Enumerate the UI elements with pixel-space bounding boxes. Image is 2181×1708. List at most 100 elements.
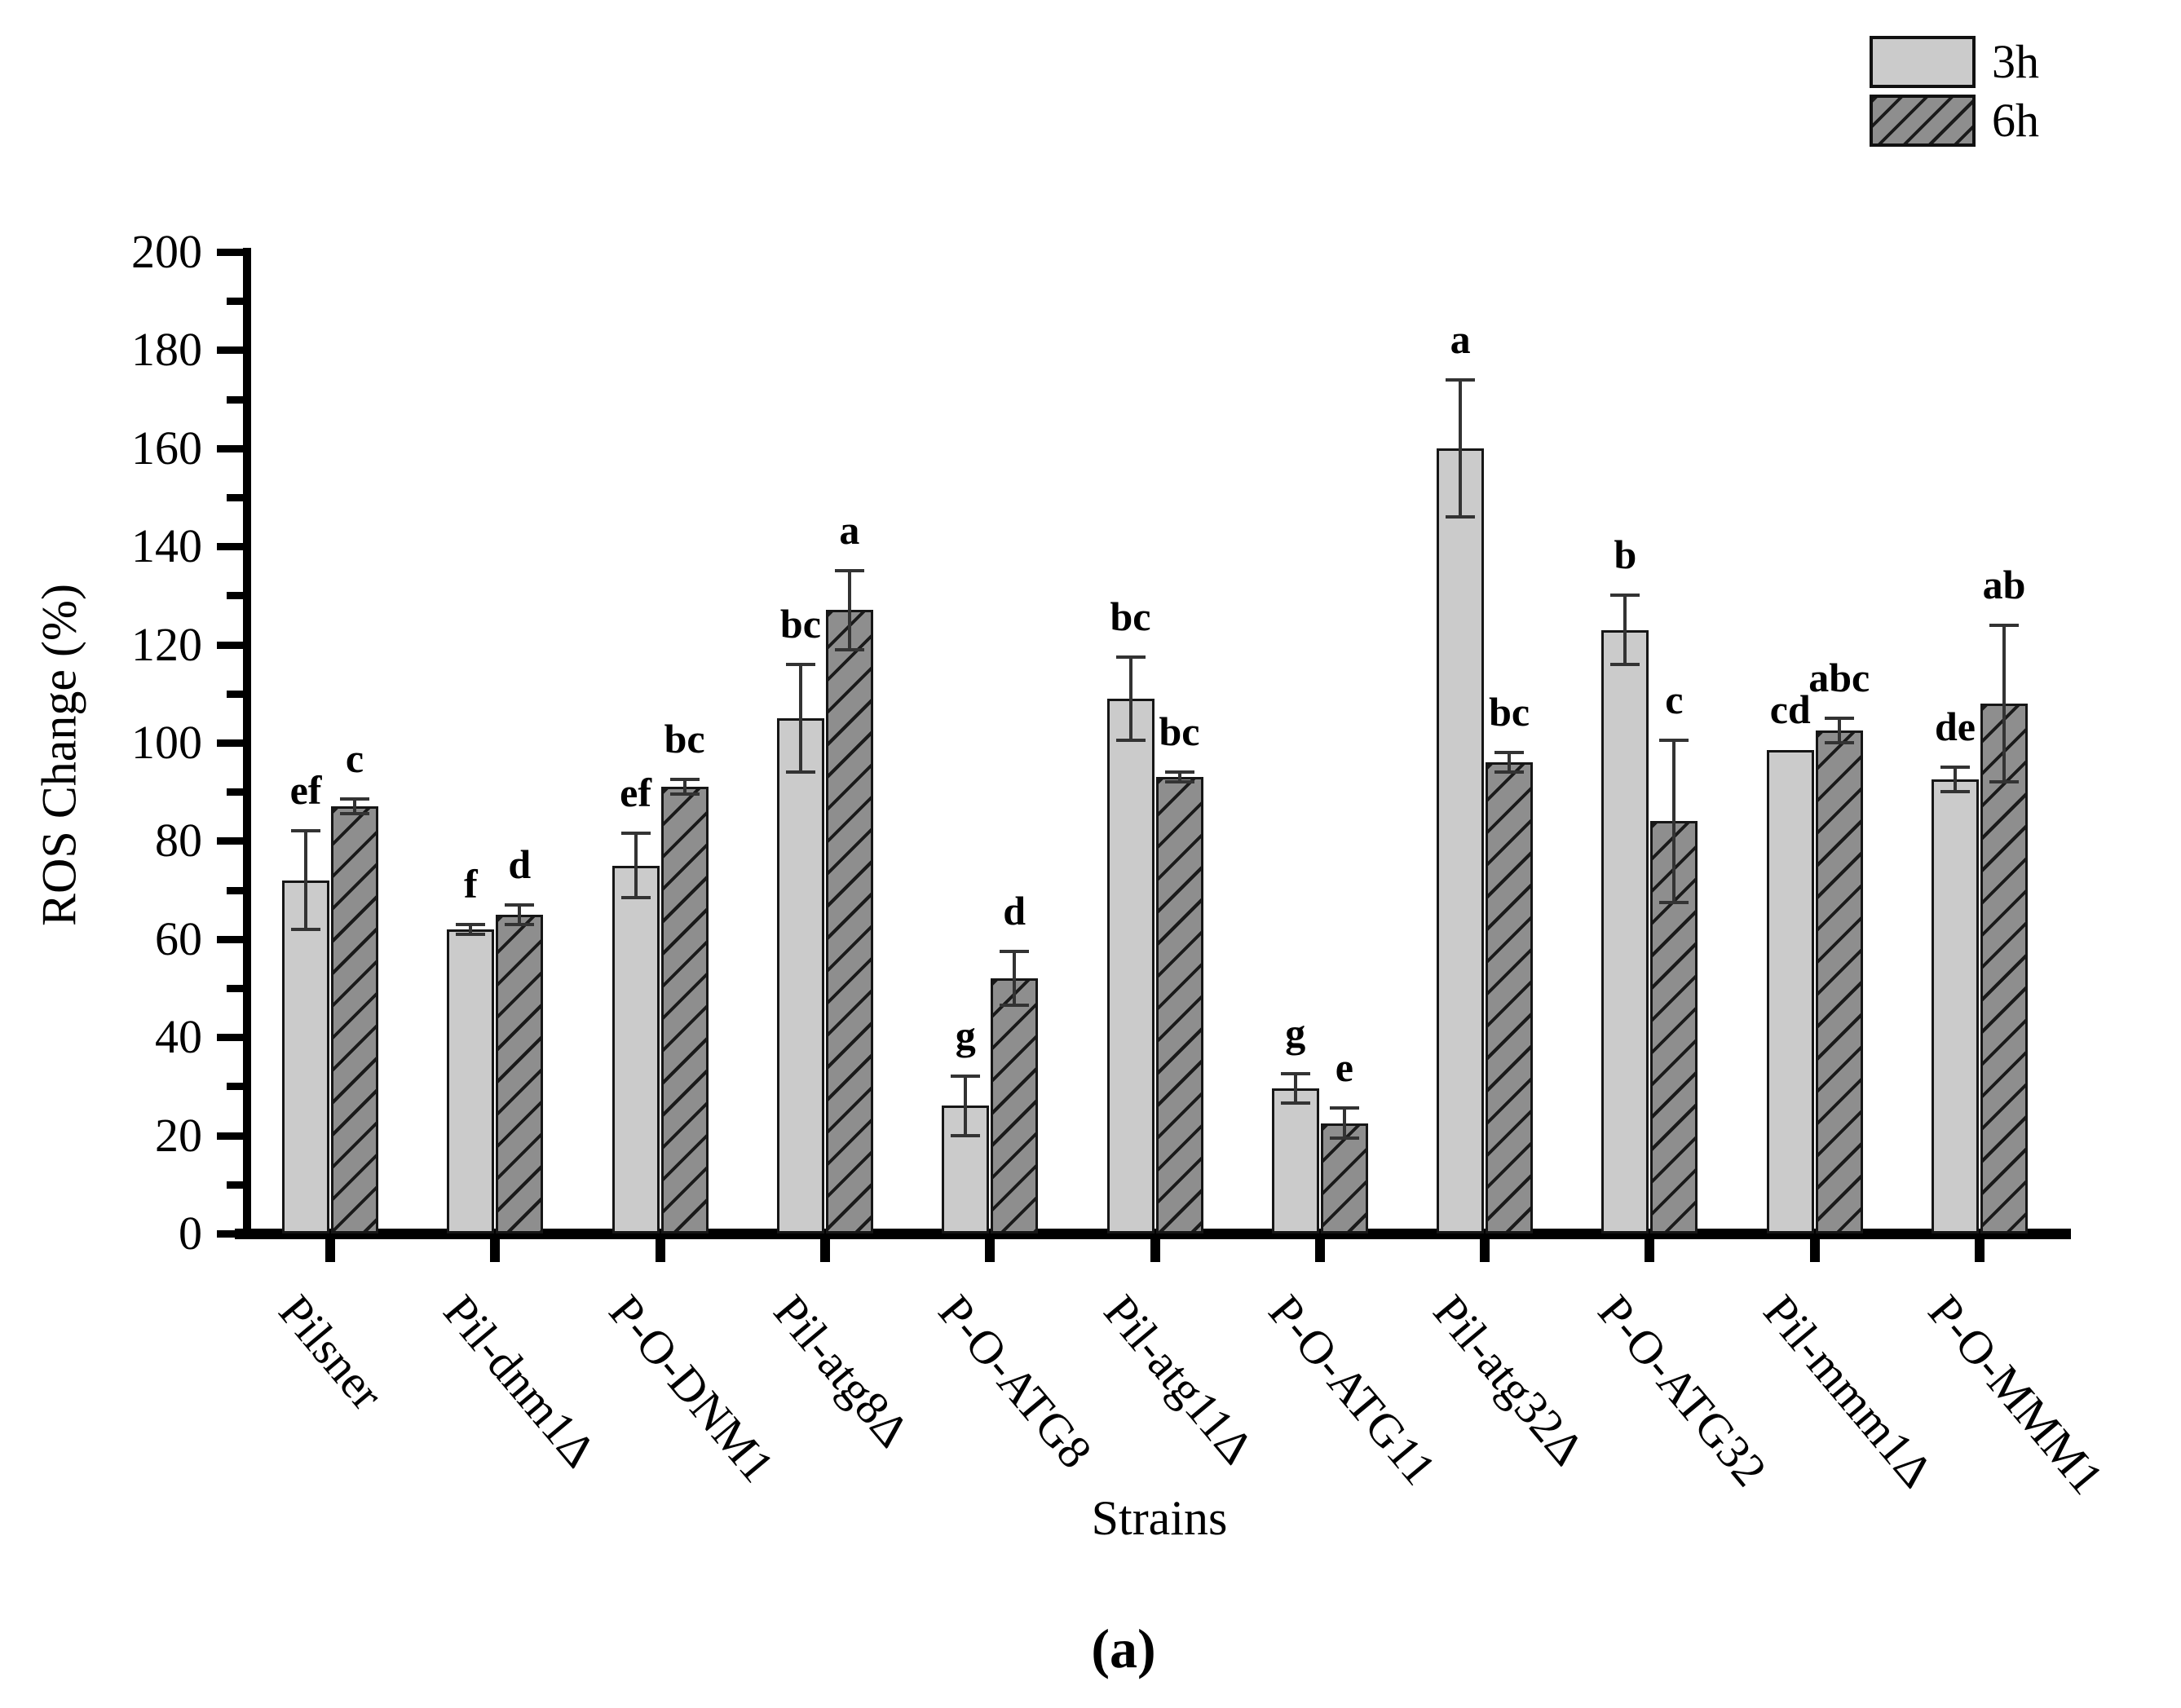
bar-6h-Pil-mmm1Δ [1815, 730, 1863, 1234]
x-axis-title: Strains [1091, 1491, 1228, 1545]
error-bar-stem [1013, 951, 1017, 1006]
error-bar-cap-top [456, 922, 486, 926]
y-tick-label: 20 [155, 1108, 202, 1162]
x-category-label: P-O-MMM1 [1918, 1285, 2114, 1504]
significance-letter: a [1450, 316, 1471, 362]
y-tick-label: 80 [155, 814, 202, 867]
error-bar-cap-bottom [1659, 900, 1689, 904]
y-axis-line [243, 248, 251, 1237]
error-bar-stem [1954, 767, 1957, 792]
error-bar-stem [964, 1076, 968, 1136]
x-category-label: Pil-atg8Δ [763, 1285, 921, 1458]
bar-3h-Pil-atg11Δ [1106, 698, 1155, 1234]
error-bar-cap-top [1115, 655, 1146, 659]
error-bar-cap-bottom [1824, 741, 1854, 744]
y-major-tick [217, 543, 243, 551]
y-minor-tick [227, 1181, 243, 1189]
error-bar-cap-top [1494, 751, 1525, 755]
error-bar-cap-bottom [1000, 1004, 1030, 1008]
error-bar-cap-bottom [1494, 770, 1525, 775]
error-bar-cap-top [1610, 594, 1640, 598]
y-tick-label: 140 [131, 519, 202, 573]
error-bar-cap-top [669, 778, 700, 782]
error-bar-cap-top [1280, 1072, 1310, 1076]
bar-6h-P-O-MMM1 [1980, 703, 2028, 1234]
x-category-label: Pil-atg11Δ [1093, 1285, 1265, 1474]
significance-letter: c [345, 735, 364, 782]
bar-3h-Pilsner [282, 880, 329, 1234]
error-bar-cap-top [291, 829, 320, 833]
significance-letter: bc [1110, 593, 1151, 639]
bar-6h-P-O-ATG11 [1320, 1123, 1368, 1234]
error-bar-stem [1342, 1108, 1346, 1138]
error-bar-cap-bottom [1164, 780, 1194, 784]
error-bar-stem [304, 831, 307, 929]
error-bar-stem [1128, 656, 1132, 740]
significance-letter: f [463, 860, 478, 907]
bar-3h-Pil-atg32Δ [1437, 448, 1485, 1234]
y-major-tick [217, 346, 243, 355]
significance-letter: g [955, 1013, 976, 1059]
error-bar-stem [847, 571, 851, 650]
y-minor-tick [227, 298, 243, 306]
error-bar-cap-bottom [456, 932, 486, 936]
x-tick [985, 1238, 996, 1262]
y-major-tick [217, 444, 243, 452]
y-tick-label: 160 [131, 421, 202, 474]
significance-letter: b [1614, 532, 1637, 578]
y-tick-label: 120 [131, 617, 202, 671]
error-bar-cap-bottom [785, 770, 815, 775]
error-bar-cap-top [340, 797, 369, 801]
significance-letter: a [839, 507, 860, 554]
legend-label-3h: 3h [1992, 35, 2039, 88]
y-minor-tick [227, 788, 243, 797]
x-category-label: Pil-dnm1Δ [433, 1285, 607, 1477]
legend: 3h 6h [1870, 36, 2039, 153]
error-bar-cap-top [1164, 770, 1194, 775]
y-tick-label: 200 [131, 225, 202, 278]
x-category-label: Pil-mmm1Δ [1753, 1285, 1944, 1498]
x-category-label: P-O-ATG11 [1258, 1285, 1446, 1495]
y-major-tick [217, 837, 243, 845]
bar-6h-P-O-ATG8 [991, 978, 1039, 1234]
y-minor-tick [227, 1083, 243, 1091]
significance-letter: bc [779, 600, 821, 647]
error-bar-stem [1672, 739, 1676, 903]
bar-6h-Pil-atg32Δ [1486, 762, 1534, 1234]
error-bar-cap-top [1940, 766, 1970, 770]
error-bar-cap-top [951, 1075, 981, 1079]
error-bar-stem [798, 664, 802, 773]
x-tick [1809, 1238, 1820, 1262]
significance-letter: abc [1808, 654, 1870, 700]
y-minor-tick [227, 690, 243, 698]
significance-letter: d [508, 841, 532, 887]
x-category-label: P-O-ATG8 [928, 1285, 1103, 1478]
bar-3h-P-O-MMM1 [1932, 779, 1979, 1234]
significance-letter: de [1935, 704, 1976, 750]
error-bar-cap-bottom [1446, 515, 1476, 519]
significance-letter: ab [1982, 561, 2026, 607]
x-tick [1314, 1238, 1325, 1262]
error-bar-cap-bottom [505, 922, 535, 926]
bar-6h-Pil-dnm1Δ [496, 914, 544, 1234]
error-bar-stem [2002, 625, 2006, 783]
y-minor-tick [227, 886, 243, 894]
significance-letter: bc [664, 716, 705, 762]
bar-6h-Pil-atg11Δ [1155, 777, 1203, 1234]
error-bar-cap-top [505, 903, 535, 907]
x-category-label: P-O-ATG32 [1587, 1285, 1777, 1497]
error-bar-stem [682, 779, 687, 795]
y-minor-tick [227, 494, 243, 501]
bar-3h-P-O-ATG11 [1271, 1088, 1319, 1234]
y-minor-tick [227, 395, 243, 404]
y-tick-label: 100 [131, 716, 202, 769]
y-minor-tick [227, 592, 243, 600]
significance-letter: bc [1159, 708, 1200, 755]
error-bar-cap-bottom [1989, 780, 2019, 784]
y-major-tick [217, 1034, 243, 1042]
bar-3h-Pil-mmm1Δ [1766, 750, 1814, 1234]
y-major-tick [217, 935, 243, 943]
bar-3h-P-O-DNM1 [611, 865, 660, 1234]
error-bar-cap-top [1000, 949, 1030, 953]
error-bar-cap-bottom [1940, 790, 1970, 794]
